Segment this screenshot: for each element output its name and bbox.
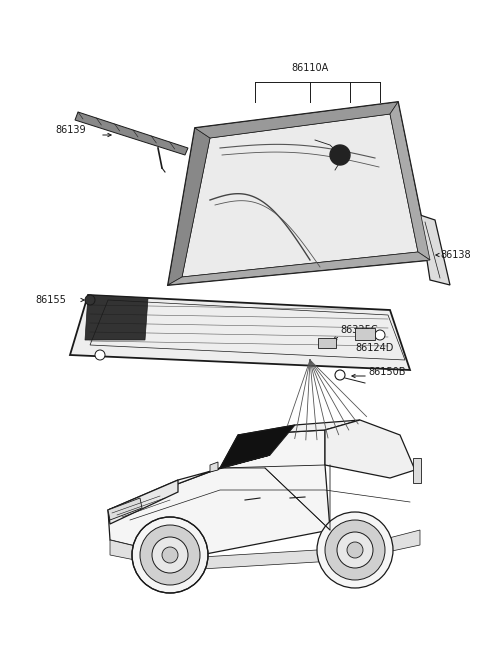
Text: 86325C: 86325C [340, 325, 378, 335]
Text: 86325C: 86325C [347, 143, 384, 153]
Polygon shape [85, 295, 148, 340]
Text: 1416BA: 1416BA [263, 120, 301, 130]
Text: 86115: 86115 [306, 125, 337, 135]
Circle shape [347, 542, 363, 558]
Polygon shape [168, 102, 430, 285]
Polygon shape [75, 112, 188, 155]
Polygon shape [168, 252, 430, 285]
Circle shape [152, 537, 188, 573]
Polygon shape [238, 420, 360, 435]
Bar [355, 328, 375, 340]
Text: 86139: 86139 [55, 125, 85, 135]
Text: 86124D: 86124D [293, 143, 331, 153]
Polygon shape [70, 295, 410, 370]
Circle shape [317, 512, 393, 588]
Circle shape [325, 520, 385, 580]
Text: 86155: 86155 [35, 295, 66, 305]
Circle shape [95, 350, 105, 360]
Text: 86124D: 86124D [355, 343, 394, 353]
Polygon shape [420, 215, 450, 285]
Circle shape [85, 295, 95, 305]
Polygon shape [108, 480, 178, 524]
Circle shape [337, 532, 373, 568]
Polygon shape [220, 425, 295, 468]
Polygon shape [195, 102, 398, 138]
Polygon shape [325, 420, 415, 478]
Polygon shape [390, 102, 430, 260]
Text: 86138: 86138 [440, 250, 470, 260]
Circle shape [162, 547, 178, 563]
Polygon shape [108, 498, 142, 520]
Circle shape [375, 330, 385, 340]
Polygon shape [182, 114, 418, 277]
Circle shape [140, 525, 200, 585]
Bar [413, 458, 421, 483]
Circle shape [132, 517, 208, 593]
Text: 86150B: 86150B [368, 367, 406, 377]
Polygon shape [108, 430, 330, 558]
Polygon shape [110, 530, 420, 570]
Text: 86131: 86131 [313, 160, 344, 170]
Text: 86110A: 86110A [291, 63, 329, 73]
Polygon shape [210, 462, 218, 472]
Circle shape [330, 145, 350, 165]
Polygon shape [108, 455, 270, 510]
Polygon shape [168, 128, 210, 285]
Circle shape [335, 370, 345, 380]
Bar [318, 338, 336, 348]
